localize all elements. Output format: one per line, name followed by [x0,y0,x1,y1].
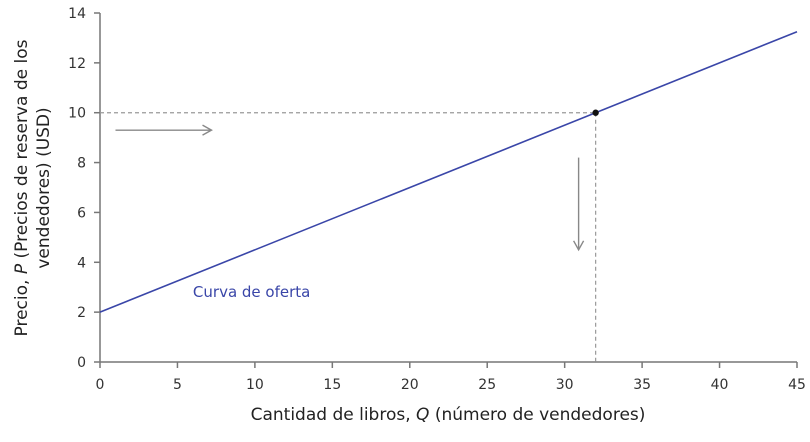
marks: Curva de oferta [99,30,798,362]
arrow-down-icon [572,157,585,252]
equilibrium-point [592,109,599,116]
x-tick-label: 5 [173,377,182,393]
svg-text:Precio, P (Precios de reserva: Precio, P (Precios de reserva de los [12,39,32,336]
y-tick-label: 14 [68,6,86,22]
x-tick-label: 0 [96,377,105,393]
x-tick-label: 25 [478,377,496,393]
supply-curve-label: Curva de oferta [193,283,310,301]
y-tick-label: 10 [68,106,86,122]
arrow-head [572,240,585,252]
y-tick-label: 4 [77,255,86,271]
x-tick-label: 30 [556,377,574,393]
arrow-right-icon [115,124,213,136]
x-tick-label: 45 [788,377,806,393]
y-tick-label: 6 [77,205,86,221]
y-axis-label: Precio, P (Precios de reserva de los ven… [12,39,54,336]
svg-text:vendedores) (USD): vendedores) (USD) [34,107,54,268]
arrow-head [202,124,213,136]
x-tick-label: 40 [711,377,729,393]
x-tick-label: 35 [633,377,651,393]
x-tick-label: 10 [246,377,264,393]
y-tick-label: 2 [77,305,86,321]
y-tick-label: 8 [77,156,86,172]
x-tick-label: 15 [323,377,341,393]
x-axis-label: Cantidad de libros, Q (número de vendedo… [251,405,646,425]
y-tick-label: 12 [68,56,86,72]
y-tick-label: 0 [77,355,86,371]
x-tick-label: 20 [401,377,419,393]
supply-curve-line [99,30,798,313]
axes: 0 2 4 6 8 10 12 14 0 5 10 15 20 25 30 35 40 45 [68,6,806,393]
